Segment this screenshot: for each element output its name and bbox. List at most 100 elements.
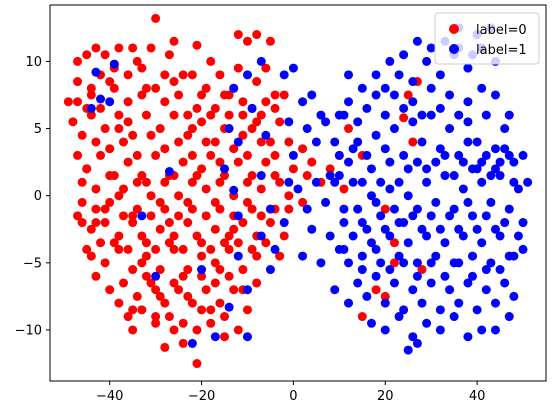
data-point-series-0 bbox=[114, 298, 124, 308]
data-point-series-1 bbox=[197, 265, 207, 275]
data-point-series-0 bbox=[128, 265, 138, 275]
data-point-series-1 bbox=[458, 184, 468, 194]
data-point-series-1 bbox=[426, 83, 436, 93]
data-point-series-0 bbox=[137, 305, 147, 315]
y-tick-label: 10 bbox=[25, 55, 42, 70]
data-point-series-0 bbox=[265, 137, 275, 147]
data-point-series-1 bbox=[440, 271, 450, 281]
data-point-series-1 bbox=[394, 70, 404, 80]
data-point-series-1 bbox=[426, 110, 436, 120]
data-point-series-1 bbox=[385, 157, 395, 167]
data-point-series-0 bbox=[325, 164, 335, 174]
data-point-series-0 bbox=[192, 40, 202, 50]
data-point-series-0 bbox=[242, 177, 252, 187]
data-point-series-1 bbox=[357, 83, 367, 93]
data-point-series-0 bbox=[284, 137, 294, 147]
data-point-series-1 bbox=[366, 238, 376, 248]
data-point-series-1 bbox=[344, 298, 354, 308]
data-point-series-1 bbox=[389, 90, 399, 100]
data-point-series-1 bbox=[412, 338, 422, 348]
data-point-series-1 bbox=[472, 137, 482, 147]
data-point-series-0 bbox=[123, 70, 133, 80]
data-point-series-1 bbox=[348, 144, 358, 154]
data-point-series-1 bbox=[440, 171, 450, 181]
data-point-series-0 bbox=[146, 130, 156, 140]
data-point-series-1 bbox=[449, 312, 459, 322]
data-point-series-0 bbox=[164, 218, 174, 228]
data-point-series-0 bbox=[151, 13, 161, 23]
data-point-series-0 bbox=[96, 238, 106, 248]
data-point-series-1 bbox=[376, 177, 386, 187]
data-point-series-0 bbox=[197, 90, 207, 100]
data-point-series-0 bbox=[105, 171, 115, 181]
data-point-series-0 bbox=[91, 218, 101, 228]
data-point-series-0 bbox=[224, 271, 234, 281]
data-point-series-1 bbox=[440, 238, 450, 248]
data-point-series-1 bbox=[445, 124, 455, 134]
data-point-series-1 bbox=[463, 197, 473, 207]
data-point-series-0 bbox=[123, 312, 133, 322]
data-point-series-1 bbox=[242, 332, 252, 342]
data-point-series-0 bbox=[288, 164, 298, 174]
data-point-series-1 bbox=[366, 318, 376, 328]
data-point-series-0 bbox=[206, 305, 216, 315]
data-point-series-0 bbox=[298, 144, 308, 154]
data-point-series-1 bbox=[518, 150, 528, 160]
data-point-series-0 bbox=[151, 244, 161, 254]
data-point-series-0 bbox=[247, 204, 257, 214]
data-point-series-1 bbox=[394, 312, 404, 322]
data-point-series-0 bbox=[63, 97, 73, 107]
legend-label-label-0: label=0 bbox=[476, 23, 527, 38]
data-point-series-1 bbox=[408, 332, 418, 342]
x-tick-label: 20 bbox=[377, 389, 394, 404]
data-point-series-1 bbox=[362, 150, 372, 160]
data-point-series-0 bbox=[256, 110, 266, 120]
data-point-series-0 bbox=[132, 150, 142, 160]
data-point-series-0 bbox=[141, 83, 151, 93]
data-point-series-1 bbox=[495, 171, 505, 181]
data-point-series-1 bbox=[518, 218, 528, 228]
data-point-series-0 bbox=[187, 298, 197, 308]
data-point-series-0 bbox=[247, 244, 257, 254]
data-point-series-1 bbox=[509, 291, 519, 301]
data-point-series-1 bbox=[339, 244, 349, 254]
data-point-series-1 bbox=[412, 271, 422, 281]
data-point-series-0 bbox=[242, 305, 252, 315]
data-point-series-1 bbox=[348, 231, 358, 241]
data-point-series-0 bbox=[100, 50, 110, 60]
data-point-series-0 bbox=[160, 204, 170, 214]
data-point-series-0 bbox=[389, 238, 399, 248]
data-point-series-0 bbox=[403, 90, 413, 100]
data-point-series-1 bbox=[500, 124, 510, 134]
legend-marker-label-1 bbox=[449, 44, 459, 54]
data-point-series-1 bbox=[293, 184, 303, 194]
data-point-series-0 bbox=[201, 83, 211, 93]
data-point-series-0 bbox=[128, 43, 138, 53]
data-point-series-1 bbox=[481, 211, 491, 221]
data-point-series-1 bbox=[394, 251, 404, 261]
data-point-series-1 bbox=[91, 67, 101, 77]
data-point-series-1 bbox=[426, 258, 436, 268]
legend-marker-label-0 bbox=[449, 24, 459, 34]
data-point-series-1 bbox=[481, 150, 491, 160]
data-point-series-0 bbox=[178, 244, 188, 254]
data-point-series-0 bbox=[233, 63, 243, 73]
data-point-series-1 bbox=[422, 231, 432, 241]
data-point-series-1 bbox=[334, 171, 344, 181]
data-point-series-1 bbox=[380, 325, 390, 335]
data-point-series-1 bbox=[408, 285, 418, 295]
data-point-series-1 bbox=[371, 70, 381, 80]
data-point-series-1 bbox=[151, 271, 161, 281]
data-point-series-1 bbox=[371, 271, 381, 281]
data-point-series-0 bbox=[238, 265, 248, 275]
data-point-series-0 bbox=[91, 204, 101, 214]
data-point-series-1 bbox=[233, 251, 243, 261]
data-point-series-1 bbox=[316, 258, 326, 268]
data-point-series-0 bbox=[210, 103, 220, 113]
data-point-series-0 bbox=[86, 110, 96, 120]
data-point-series-1 bbox=[412, 258, 422, 268]
data-point-series-1 bbox=[242, 285, 252, 295]
data-point-series-0 bbox=[174, 191, 184, 201]
data-point-series-0 bbox=[160, 298, 170, 308]
data-point-series-1 bbox=[339, 218, 349, 228]
